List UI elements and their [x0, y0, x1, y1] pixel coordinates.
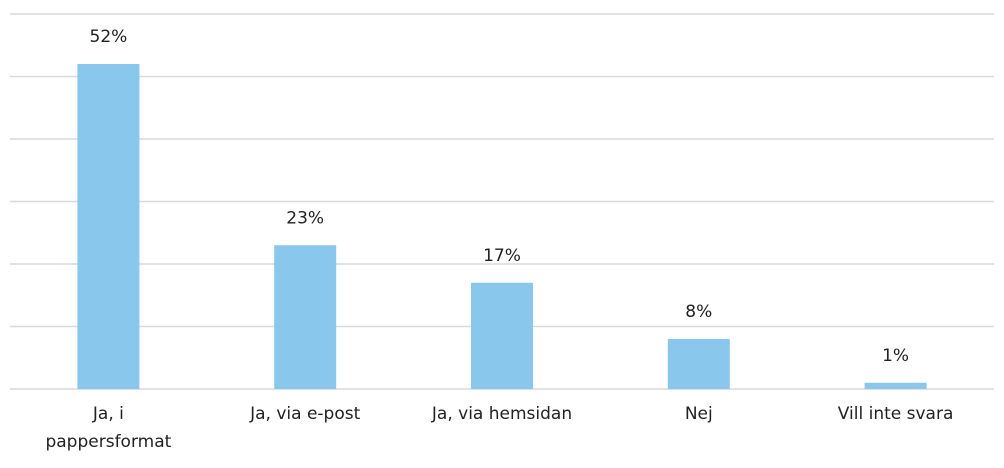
- data-label: 1%: [882, 346, 909, 366]
- x-tick-label: Ja, i pappersformat: [45, 404, 172, 452]
- x-tick-label: Ja, via e-post: [250, 404, 361, 424]
- data-label: 23%: [286, 208, 324, 228]
- bar: [864, 382, 927, 389]
- data-label: 17%: [483, 246, 521, 266]
- bar: [77, 64, 140, 389]
- x-tick-label: Nej: [684, 404, 713, 424]
- bar: [471, 282, 533, 389]
- data-label: 52%: [90, 27, 128, 47]
- bar: [274, 245, 337, 389]
- x-tick-label: Ja, via hemsidan: [431, 404, 573, 424]
- x-tick-label: Vill inte svara: [837, 404, 954, 424]
- data-label: 8%: [685, 302, 712, 322]
- bar: [667, 339, 730, 389]
